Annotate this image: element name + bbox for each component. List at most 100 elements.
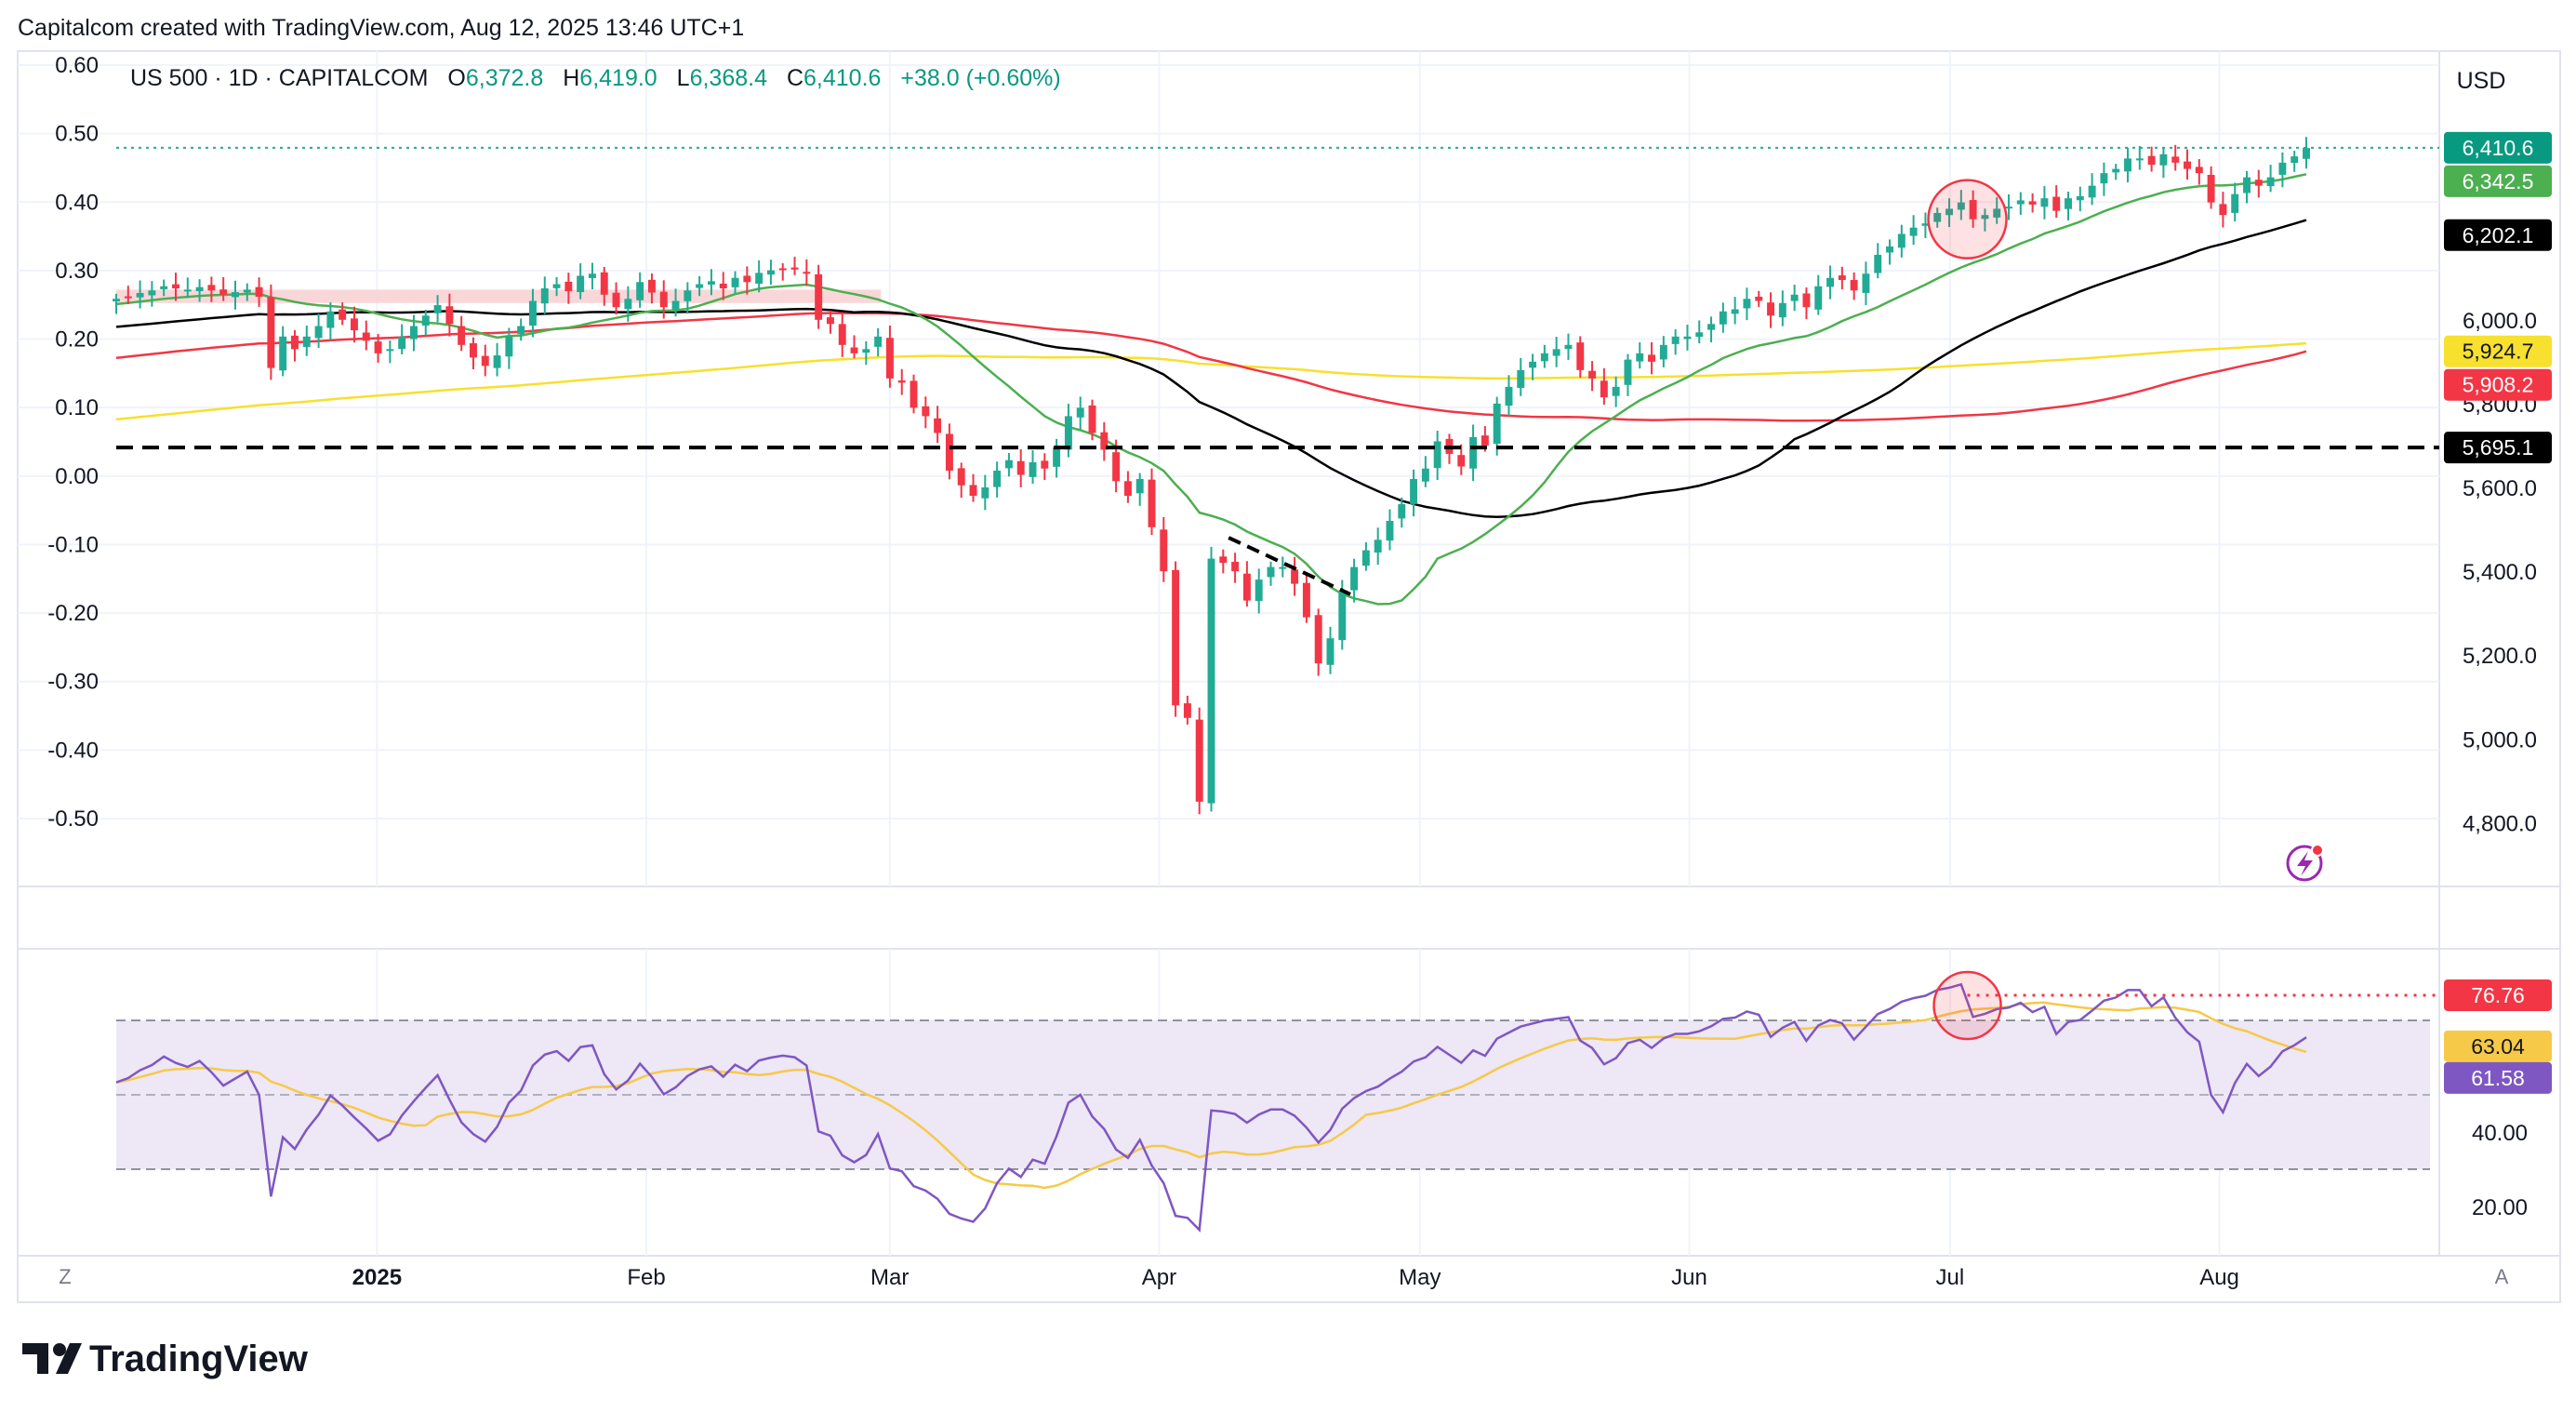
candle-body bbox=[2184, 161, 2191, 169]
candle bbox=[1921, 212, 1930, 239]
candle bbox=[2065, 192, 2072, 220]
rsi-series bbox=[115, 982, 2439, 1232]
price-tag-bg bbox=[2444, 165, 2552, 197]
candle bbox=[636, 272, 644, 308]
candle-body bbox=[1123, 481, 1132, 497]
candle bbox=[588, 262, 596, 290]
candle bbox=[1457, 444, 1466, 475]
candle bbox=[1778, 290, 1786, 326]
candle bbox=[815, 264, 823, 329]
candle-body bbox=[1552, 349, 1560, 356]
candle bbox=[1707, 316, 1716, 343]
price-axis-tick-label: 5,600.0 bbox=[2463, 476, 2537, 501]
change-value: +38.0 (+0.60%) bbox=[900, 65, 1060, 91]
price-tag-bg bbox=[2444, 368, 2552, 401]
candle-body bbox=[314, 326, 323, 339]
candle bbox=[2171, 144, 2180, 171]
candle-body bbox=[1826, 277, 1835, 287]
sma200-line bbox=[115, 341, 2307, 421]
candle bbox=[1076, 396, 1084, 431]
left-axis: 0.60 0.50 0.40 0.30 0.20 0.10 0.00 -0.10 -0.20 -0… bbox=[47, 53, 99, 832]
candle bbox=[2124, 147, 2131, 183]
candle-body bbox=[1160, 529, 1168, 572]
candle bbox=[885, 326, 894, 388]
candle bbox=[1624, 353, 1632, 396]
candle bbox=[1552, 337, 1560, 367]
candle-body bbox=[1838, 275, 1846, 281]
candle-body bbox=[302, 336, 311, 347]
candle-body bbox=[552, 284, 561, 288]
zoom-button[interactable]: Z bbox=[59, 1265, 71, 1288]
candle-body bbox=[528, 300, 537, 326]
candle-body bbox=[172, 284, 179, 289]
rsi-value-tag-text: 63.04 bbox=[2471, 1034, 2525, 1059]
candle-body bbox=[1016, 460, 1025, 475]
candle-body bbox=[1041, 460, 1049, 469]
candle bbox=[1802, 287, 1811, 320]
candle bbox=[1969, 190, 1977, 228]
candle bbox=[934, 406, 942, 444]
candle bbox=[1576, 336, 1585, 379]
high-value: 6,419.0 bbox=[579, 65, 657, 91]
candle-body bbox=[1778, 302, 1786, 318]
candle bbox=[1755, 290, 1763, 307]
price-tag-bg bbox=[2444, 432, 2552, 464]
candle-body bbox=[1600, 380, 1608, 398]
rsi-value-tag: 63.04 bbox=[2444, 1030, 2552, 1062]
candle bbox=[1945, 198, 1954, 228]
candle bbox=[862, 340, 870, 366]
moving-average-lines bbox=[115, 173, 2307, 606]
time-axis-tick-label: Jul bbox=[1936, 1265, 1965, 1290]
candle-body bbox=[1624, 359, 1632, 385]
candle bbox=[433, 295, 442, 323]
price-axis-tick-label: 4,800.0 bbox=[2463, 811, 2537, 836]
symbol-legend[interactable]: US 500 · 1D · CAPITALCOM O6,372.8 H6,419… bbox=[130, 65, 1061, 91]
candle bbox=[1540, 344, 1548, 368]
candle bbox=[1053, 438, 1061, 478]
candle-body bbox=[2278, 162, 2287, 175]
candle bbox=[1862, 261, 1870, 306]
candle bbox=[1814, 274, 1823, 315]
price-tag-text: 5,908.2 bbox=[2463, 373, 2534, 397]
candle bbox=[362, 320, 370, 351]
candle-body bbox=[1291, 569, 1299, 584]
svg-text:US 500 · 1D · CAPITALCOM: US 500 · 1D · CAPITALCOM O6,372.8 H6,419… bbox=[130, 65, 1061, 91]
candle bbox=[1612, 376, 1620, 407]
candle-body bbox=[1576, 342, 1585, 370]
currency-label[interactable]: USD bbox=[2457, 68, 2506, 94]
candle bbox=[1909, 215, 1918, 246]
candle bbox=[1981, 208, 1989, 232]
symbol-name: US 500 · 1D · CAPITALCOM bbox=[130, 65, 428, 91]
candle-body bbox=[279, 336, 287, 371]
candle-body bbox=[1540, 353, 1548, 362]
candle-body bbox=[564, 281, 573, 292]
candle bbox=[1100, 421, 1109, 461]
candle bbox=[1386, 509, 1394, 551]
candle bbox=[1600, 367, 1608, 406]
candle-body bbox=[1421, 468, 1429, 482]
price-axis-tick-label: 5,400.0 bbox=[2463, 560, 2537, 585]
candle-body bbox=[993, 470, 1002, 487]
price-tag: 6,410.6 bbox=[2444, 131, 2552, 164]
auto-scale-button[interactable]: A bbox=[2495, 1265, 2509, 1288]
candle-body bbox=[719, 283, 727, 289]
left-axis-tick-label: -0.30 bbox=[47, 670, 99, 695]
time-axis-tick-label: Mar bbox=[870, 1265, 909, 1290]
candle-body bbox=[1064, 416, 1072, 450]
candle bbox=[267, 284, 275, 380]
candle bbox=[1326, 626, 1334, 674]
candle bbox=[2291, 151, 2299, 172]
candle bbox=[2219, 192, 2227, 228]
candle bbox=[1041, 453, 1049, 481]
candle bbox=[993, 461, 1002, 498]
candle bbox=[1683, 325, 1692, 351]
candle bbox=[552, 276, 561, 297]
candle-body bbox=[1469, 436, 1478, 469]
candle-body bbox=[1242, 573, 1251, 601]
candle bbox=[1314, 608, 1322, 676]
candle bbox=[1886, 239, 1894, 265]
lightning-icon[interactable] bbox=[2286, 844, 2324, 882]
candle-body bbox=[1814, 286, 1823, 310]
candle bbox=[731, 271, 739, 294]
candle-body bbox=[1135, 478, 1144, 494]
